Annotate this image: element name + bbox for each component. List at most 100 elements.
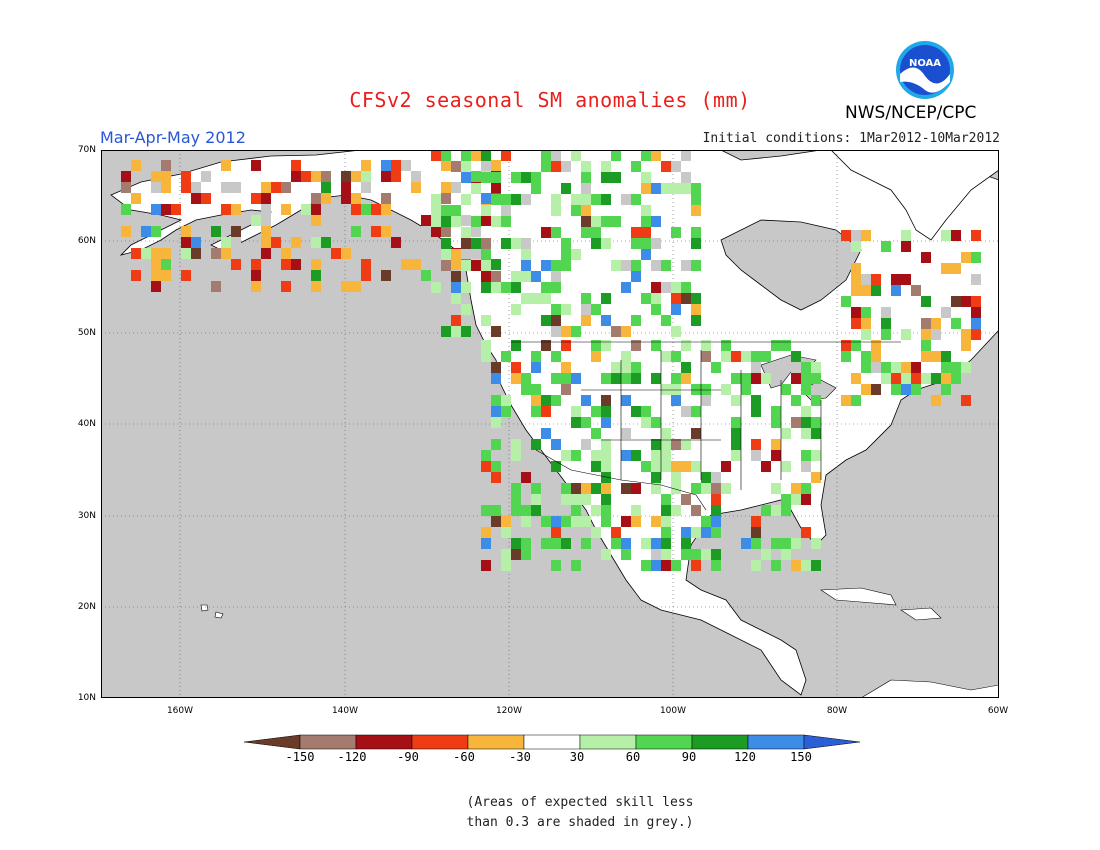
anomaly-cell — [521, 271, 531, 282]
anomaly-cell — [801, 428, 811, 439]
anomaly-cell — [491, 362, 501, 373]
anomaly-cell — [551, 351, 561, 362]
agency-label: NWS/NCEP/CPC — [845, 103, 977, 123]
anomaly-cell — [771, 505, 781, 516]
anomaly-cell — [591, 505, 601, 516]
anomaly-cell — [511, 505, 521, 516]
anomaly-cell — [811, 538, 821, 549]
anomaly-cell — [951, 362, 961, 373]
anomaly-cell — [811, 395, 821, 406]
anomaly-cell — [671, 183, 681, 194]
anomaly-cell — [681, 549, 691, 560]
anomaly-cell — [761, 351, 771, 362]
anomaly-cell — [911, 384, 921, 395]
anomaly-cell — [461, 304, 471, 315]
anomaly-cell — [711, 516, 721, 527]
anomaly-cell — [441, 193, 451, 204]
anomaly-cell — [571, 205, 581, 216]
anomaly-cell — [761, 505, 771, 516]
anomaly-cell — [651, 516, 661, 527]
anomaly-cell — [441, 238, 451, 249]
anomaly-cell — [481, 249, 491, 260]
anomaly-cell — [441, 160, 451, 171]
anomaly-cell — [871, 362, 881, 373]
anomaly-cell — [571, 560, 581, 571]
anomaly-cell — [421, 215, 431, 226]
anomaly-cell — [551, 516, 561, 527]
colorbar-label: 60 — [625, 750, 641, 764]
anomaly-cell — [571, 516, 581, 527]
anomaly-cell — [531, 384, 541, 395]
anomaly-cell — [881, 362, 891, 373]
anomaly-cell — [681, 494, 691, 505]
anomaly-cell — [481, 560, 491, 571]
anomaly-cell — [461, 248, 471, 259]
anomaly-cell — [581, 205, 591, 216]
anomaly-cell — [461, 150, 471, 161]
anomaly-cell — [721, 384, 731, 395]
anomaly-cell — [471, 171, 481, 182]
anomaly-cell — [431, 226, 441, 237]
anomaly-cell — [681, 340, 691, 351]
anomaly-cell — [611, 362, 621, 373]
anomaly-cell — [521, 560, 531, 571]
anomaly-cell — [541, 516, 551, 527]
anomaly-cell — [301, 204, 311, 215]
anomaly-cell — [291, 259, 301, 270]
anomaly-cell — [631, 450, 641, 461]
anomaly-cell — [911, 373, 921, 384]
anomaly-cell — [961, 395, 971, 406]
colorbar-arrow-left — [243, 734, 301, 750]
anomaly-cell — [571, 326, 581, 337]
anomaly-cell — [191, 193, 201, 204]
anomaly-cell — [551, 527, 561, 538]
anomaly-cell — [661, 505, 671, 516]
anomaly-cell — [771, 439, 781, 450]
anomaly-cell — [451, 293, 461, 304]
anomaly-cell — [861, 230, 871, 241]
anomaly-cell — [501, 395, 511, 406]
anomaly-cell — [711, 505, 721, 516]
anomaly-cell — [351, 171, 361, 182]
colorbar-swatch — [411, 734, 469, 750]
anomaly-cell — [551, 315, 561, 326]
anomaly-cell — [621, 483, 631, 494]
anomaly-cell — [681, 150, 691, 161]
anomaly-cell — [381, 160, 391, 171]
anomaly-cell — [671, 461, 681, 472]
lat-label-20n: 20N — [77, 602, 96, 612]
anomaly-cell — [731, 351, 741, 362]
anomaly-cell — [261, 182, 271, 193]
anomaly-cell — [791, 373, 801, 384]
anomaly-cell — [681, 527, 691, 538]
anomaly-cell — [641, 560, 651, 571]
lon-label-60w: 60W — [987, 706, 1009, 716]
anomaly-cell — [251, 270, 261, 281]
anomaly-cell — [641, 417, 651, 428]
anomaly-cell — [841, 230, 851, 241]
colorbar-swatch — [299, 734, 357, 750]
anomaly-cell — [671, 351, 681, 362]
anomaly-cell — [591, 194, 601, 205]
anomaly-cell — [481, 505, 491, 516]
colorbar-label: 30 — [569, 750, 585, 764]
anomaly-cell — [631, 260, 641, 271]
colorbar-swatch — [747, 734, 805, 750]
anomaly-cell — [251, 215, 261, 226]
anomaly-cell — [891, 274, 901, 285]
anomaly-cell — [661, 282, 671, 293]
anomaly-cell — [901, 362, 911, 373]
anomaly-cell — [201, 193, 211, 204]
anomaly-cell — [311, 259, 321, 270]
anomaly-cell — [671, 505, 681, 516]
lon-label-80w: 80W — [826, 706, 848, 716]
anomaly-cell — [481, 538, 491, 549]
anomaly-cell — [651, 538, 661, 549]
colorbar-label: 120 — [734, 750, 756, 764]
anomaly-cell — [641, 238, 651, 249]
anomaly-cell — [861, 285, 871, 296]
anomaly-cell — [481, 150, 491, 161]
anomaly-cell — [921, 296, 931, 307]
anomaly-cell — [271, 182, 281, 193]
anomaly-cell — [691, 406, 701, 417]
